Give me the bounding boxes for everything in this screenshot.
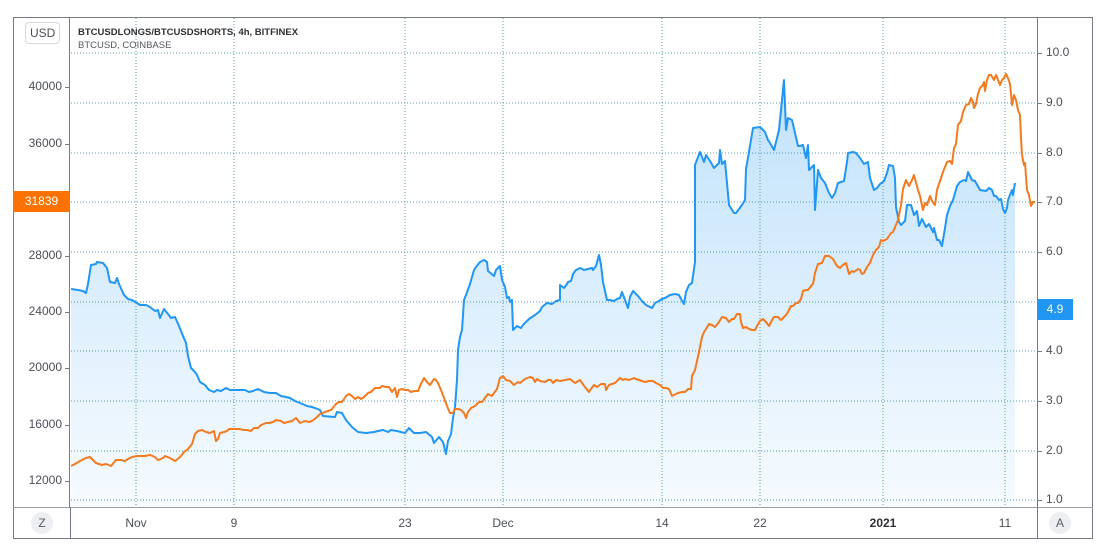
- left-axis-tick-label: 28000: [28, 248, 62, 262]
- right-axis-tick-mark: [1038, 202, 1042, 203]
- price-line: [71, 73, 1035, 467]
- right-axis-tick-label: 4.0: [1046, 343, 1063, 357]
- right-axis-tick-label: 3.0: [1046, 393, 1063, 407]
- right-axis-tick-label: 1.0: [1046, 492, 1063, 506]
- left-price-axis[interactable]: [13, 17, 70, 507]
- time-axis-tick-label: 11: [998, 516, 1012, 530]
- right-axis-tick-label: 2.0: [1046, 443, 1063, 457]
- plot-area[interactable]: [71, 18, 1037, 507]
- left-axis-tick-label: 16000: [28, 417, 62, 431]
- right-axis-tick-mark: [1038, 351, 1042, 352]
- time-axis-tick-label: 14: [655, 516, 669, 530]
- left-axis-tick-label: 20000: [28, 360, 62, 374]
- time-axis-tick-label: 2021: [869, 516, 897, 530]
- left-axis-tick-mark: [65, 368, 69, 369]
- left-axis-tick-label: 40000: [28, 79, 62, 93]
- right-scale-auto-button[interactable]: A: [1049, 512, 1071, 534]
- chart-svg: [71, 18, 1037, 507]
- time-axis[interactable]: [13, 507, 1093, 539]
- time-axis-tick-label: 22: [753, 516, 767, 530]
- chart-legend: BTCUSDLONGS/BTCUSDSHORTS, 4h, BITFINEX B…: [78, 26, 298, 52]
- right-axis-tick-mark: [1038, 53, 1042, 54]
- right-axis-tick-label: 9.0: [1046, 95, 1063, 109]
- right-axis-tick-mark: [1038, 500, 1042, 501]
- time-axis-tick-label: Dec: [492, 516, 514, 530]
- right-price-axis[interactable]: [1037, 17, 1093, 507]
- last-ratio-badge: 4.9: [1037, 299, 1073, 320]
- left-axis-tick-mark: [65, 481, 69, 482]
- last-price-badge: 31839: [13, 191, 70, 212]
- right-axis-tick-label: 6.0: [1046, 244, 1063, 258]
- currency-button[interactable]: USD: [25, 22, 61, 44]
- left-axis-tick-mark: [65, 256, 69, 257]
- time-axis-tick-label: Nov: [125, 516, 147, 530]
- right-axis-tick-label: 10.0: [1046, 45, 1070, 59]
- ratio-area-fill: [71, 80, 1015, 507]
- left-axis-tick-label: 36000: [28, 136, 62, 150]
- right-axis-tick-mark: [1038, 401, 1042, 402]
- chart-frame: [13, 17, 1093, 539]
- left-axis-tick-label: 12000: [28, 473, 62, 487]
- left-axis-tick-mark: [65, 425, 69, 426]
- left-axis-tick-mark: [65, 87, 69, 88]
- right-axis-tick-label: 7.0: [1046, 194, 1063, 208]
- time-axis-divider-left: [70, 507, 71, 539]
- left-axis-tick-label: 24000: [28, 304, 62, 318]
- left-scale-z-button[interactable]: Z: [31, 512, 53, 534]
- left-axis-tick-mark: [65, 312, 69, 313]
- right-axis-tick-mark: [1038, 153, 1042, 154]
- time-axis-divider-right: [1037, 507, 1038, 539]
- legend-primary-symbol[interactable]: BTCUSDLONGS/BTCUSDSHORTS, 4h, BITFINEX: [78, 27, 299, 38]
- right-axis-tick-mark: [1038, 103, 1042, 104]
- legend-secondary-symbol[interactable]: BTCUSD, COINBASE: [78, 40, 172, 51]
- ratio-line: [71, 79, 1016, 455]
- right-axis-tick-mark: [1038, 451, 1042, 452]
- left-axis-tick-mark: [65, 144, 69, 145]
- right-axis-tick-label: 8.0: [1046, 145, 1063, 159]
- time-axis-tick-label: 9: [230, 516, 238, 530]
- right-axis-tick-mark: [1038, 252, 1042, 253]
- time-axis-tick-label: 23: [398, 516, 412, 530]
